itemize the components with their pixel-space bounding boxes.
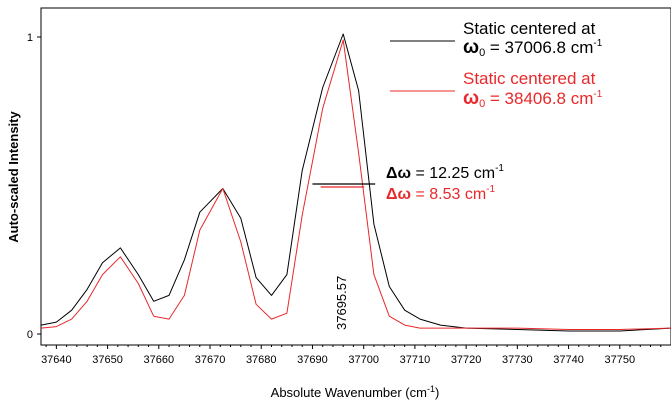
plot-frame	[40, 7, 671, 346]
legend-label-red-line2: ω0 = 38406.8 cm-1	[463, 88, 603, 110]
series-layer	[40, 33, 671, 332]
x-tick-label: 37640	[41, 354, 72, 366]
x-tick-label: 37650	[92, 354, 123, 366]
peak-position-label: 37695.57	[334, 276, 349, 330]
legend-label-black-line2: ω0 = 37006.8 cm-1	[463, 37, 603, 59]
fwhm-label-red: Δω = 8.53 cm-1	[386, 184, 496, 203]
x-axis-title: Absolute Wavenumber (cm-1)	[271, 384, 440, 400]
fwhm-layer	[312, 183, 376, 188]
x-tick-label: 37680	[246, 354, 277, 366]
series-line-red	[40, 39, 671, 330]
x-tick-label: 37750	[604, 354, 635, 366]
y-axis-title: Auto-scaled Intensity	[6, 110, 21, 242]
x-tick-label: 37710	[400, 354, 431, 366]
y-tick-label: 0	[27, 329, 33, 341]
x-tick-label: 37700	[348, 354, 379, 366]
x-tick-label: 37720	[451, 354, 482, 366]
legend: Static centered at ω0 = 37006.8 cm-1 Sta…	[390, 19, 603, 110]
x-tick-label: 37740	[553, 354, 584, 366]
x-tick-label: 37730	[502, 354, 533, 366]
x-axis-ticks: 37640 37650 37660 37670 37680 37690 37700 37710…	[41, 345, 662, 366]
fwhm-label-black: Δω = 12.25 cm-1	[386, 163, 504, 182]
x-tick-label: 37670	[195, 354, 226, 366]
y-tick-label: 1	[27, 32, 33, 44]
legend-label-black-line1: Static centered at	[463, 19, 596, 38]
x-tick-label: 37660	[144, 354, 175, 366]
series-line-black	[40, 33, 671, 332]
legend-label-red-line1: Static centered at	[463, 69, 596, 88]
y-axis-ticks: 01	[27, 32, 41, 341]
x-tick-label: 37690	[297, 354, 328, 366]
